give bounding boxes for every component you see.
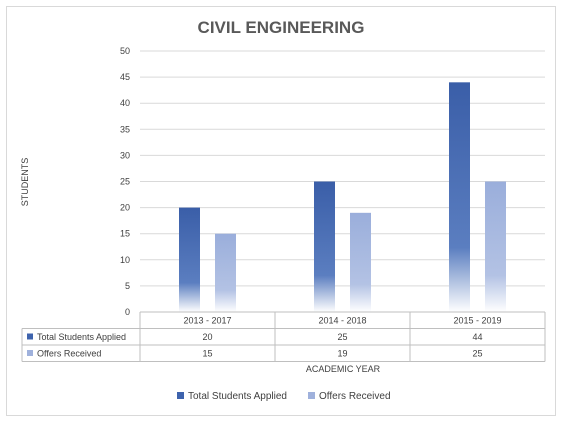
- gridlines: [140, 50, 545, 313]
- bar-offers: [215, 233, 236, 312]
- y-axis-ticks: 0 5 10 15 20 25 30 35 40 45 50: [120, 46, 130, 317]
- table-legend-key: [27, 333, 33, 340]
- y-tick-label: 50: [120, 46, 130, 56]
- y-tick-label: 15: [120, 229, 130, 239]
- bar-offers: [350, 212, 371, 312]
- bar-offers: [485, 181, 506, 312]
- table-cell-value: 44: [472, 332, 482, 342]
- y-tick-label: 10: [120, 255, 130, 265]
- table-cell-value: 20: [202, 332, 212, 342]
- table-row-label: Offers Received: [37, 349, 101, 359]
- table-row-label: Total Students Applied: [37, 332, 126, 342]
- y-tick-label: 30: [120, 150, 130, 160]
- y-tick-label: 45: [120, 72, 130, 82]
- y-tick-label: 35: [120, 124, 130, 134]
- bar-applied: [179, 207, 200, 312]
- x-tick-label: 2015 - 2019: [453, 316, 501, 326]
- table-cell-value: 19: [337, 349, 347, 359]
- y-tick-label: 40: [120, 98, 130, 108]
- y-axis-title: STUDENTS: [20, 158, 30, 207]
- y-tick-label: 5: [125, 281, 130, 291]
- y-tick-label: 20: [120, 203, 130, 213]
- bars: [179, 82, 506, 312]
- legend-label: Total Students Applied: [188, 391, 287, 402]
- chart-title: CIVIL ENGINEERING: [198, 18, 365, 37]
- table-cell-value: 15: [202, 349, 212, 359]
- y-tick-label: 25: [120, 177, 130, 187]
- y-tick-label: 0: [125, 307, 130, 317]
- table-legend-key: [27, 350, 33, 356]
- legend: Total Students Applied Offers Received: [177, 391, 391, 402]
- data-table: 2013 - 2017 2014 - 2018 2015 - 2019 Total S…: [21, 311, 546, 362]
- bar-applied: [314, 181, 335, 312]
- legend-swatch: [308, 392, 315, 399]
- table-cell-value: 25: [337, 332, 347, 342]
- legend-swatch: [177, 392, 184, 399]
- x-axis-title: ACADEMIC YEAR: [306, 364, 381, 374]
- table-cell-value: 25: [472, 349, 482, 359]
- bar-applied: [449, 82, 470, 312]
- x-tick-label: 2014 - 2018: [318, 316, 366, 326]
- x-tick-label: 2013 - 2017: [183, 316, 231, 326]
- legend-label: Offers Received: [319, 391, 391, 402]
